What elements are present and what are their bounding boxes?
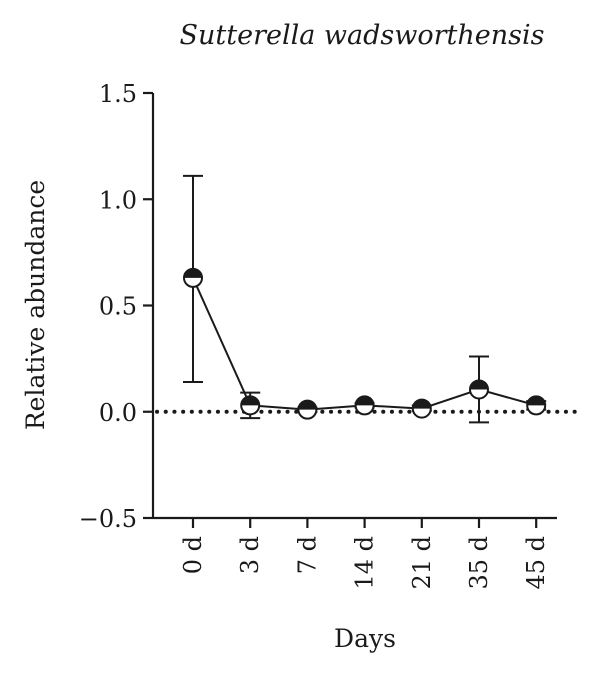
x-tick-label: 35 d (465, 536, 493, 590)
y-tick-label: 0.0 (99, 399, 137, 427)
data-point (411, 398, 432, 419)
y-tick-label: 1.0 (99, 186, 137, 214)
y-axis-label: Relative abundance (21, 180, 50, 430)
data-point-fill (241, 396, 260, 406)
axes: −0.5 0.0 0.5 1.0 1.5 0 d 3 d 7 d 14 d 21 d 35 d 45 … (79, 80, 557, 590)
data-point (240, 395, 261, 416)
error-bars (183, 174, 547, 424)
x-tick-label: 3 d (236, 536, 264, 574)
chart-title: Sutterella wadsworthensis (180, 20, 545, 51)
x-tick-label: 7 d (293, 536, 321, 574)
data-points (183, 267, 547, 420)
data-point-fill (412, 399, 431, 409)
data-point (354, 395, 375, 416)
data-point (469, 379, 489, 400)
y-tick-label: 0.5 (99, 293, 137, 321)
data-point-fill (470, 380, 488, 390)
data-point (526, 395, 547, 416)
data-point-fill (184, 268, 202, 278)
x-tick-label: 14 d (351, 536, 379, 590)
data-point-fill (355, 396, 374, 406)
data-point (183, 267, 203, 288)
x-tick-label: 0 d (179, 536, 207, 574)
x-tick-label: 45 d (522, 536, 550, 590)
data-point-fill (527, 396, 546, 406)
x-tick-label: 21 d (408, 536, 436, 590)
data-point (297, 399, 318, 420)
y-tick-label: −0.5 (79, 505, 137, 533)
y-tick-label: 1.5 (99, 80, 137, 108)
x-axis-label: Days (334, 624, 396, 653)
data-point-fill (298, 400, 317, 410)
